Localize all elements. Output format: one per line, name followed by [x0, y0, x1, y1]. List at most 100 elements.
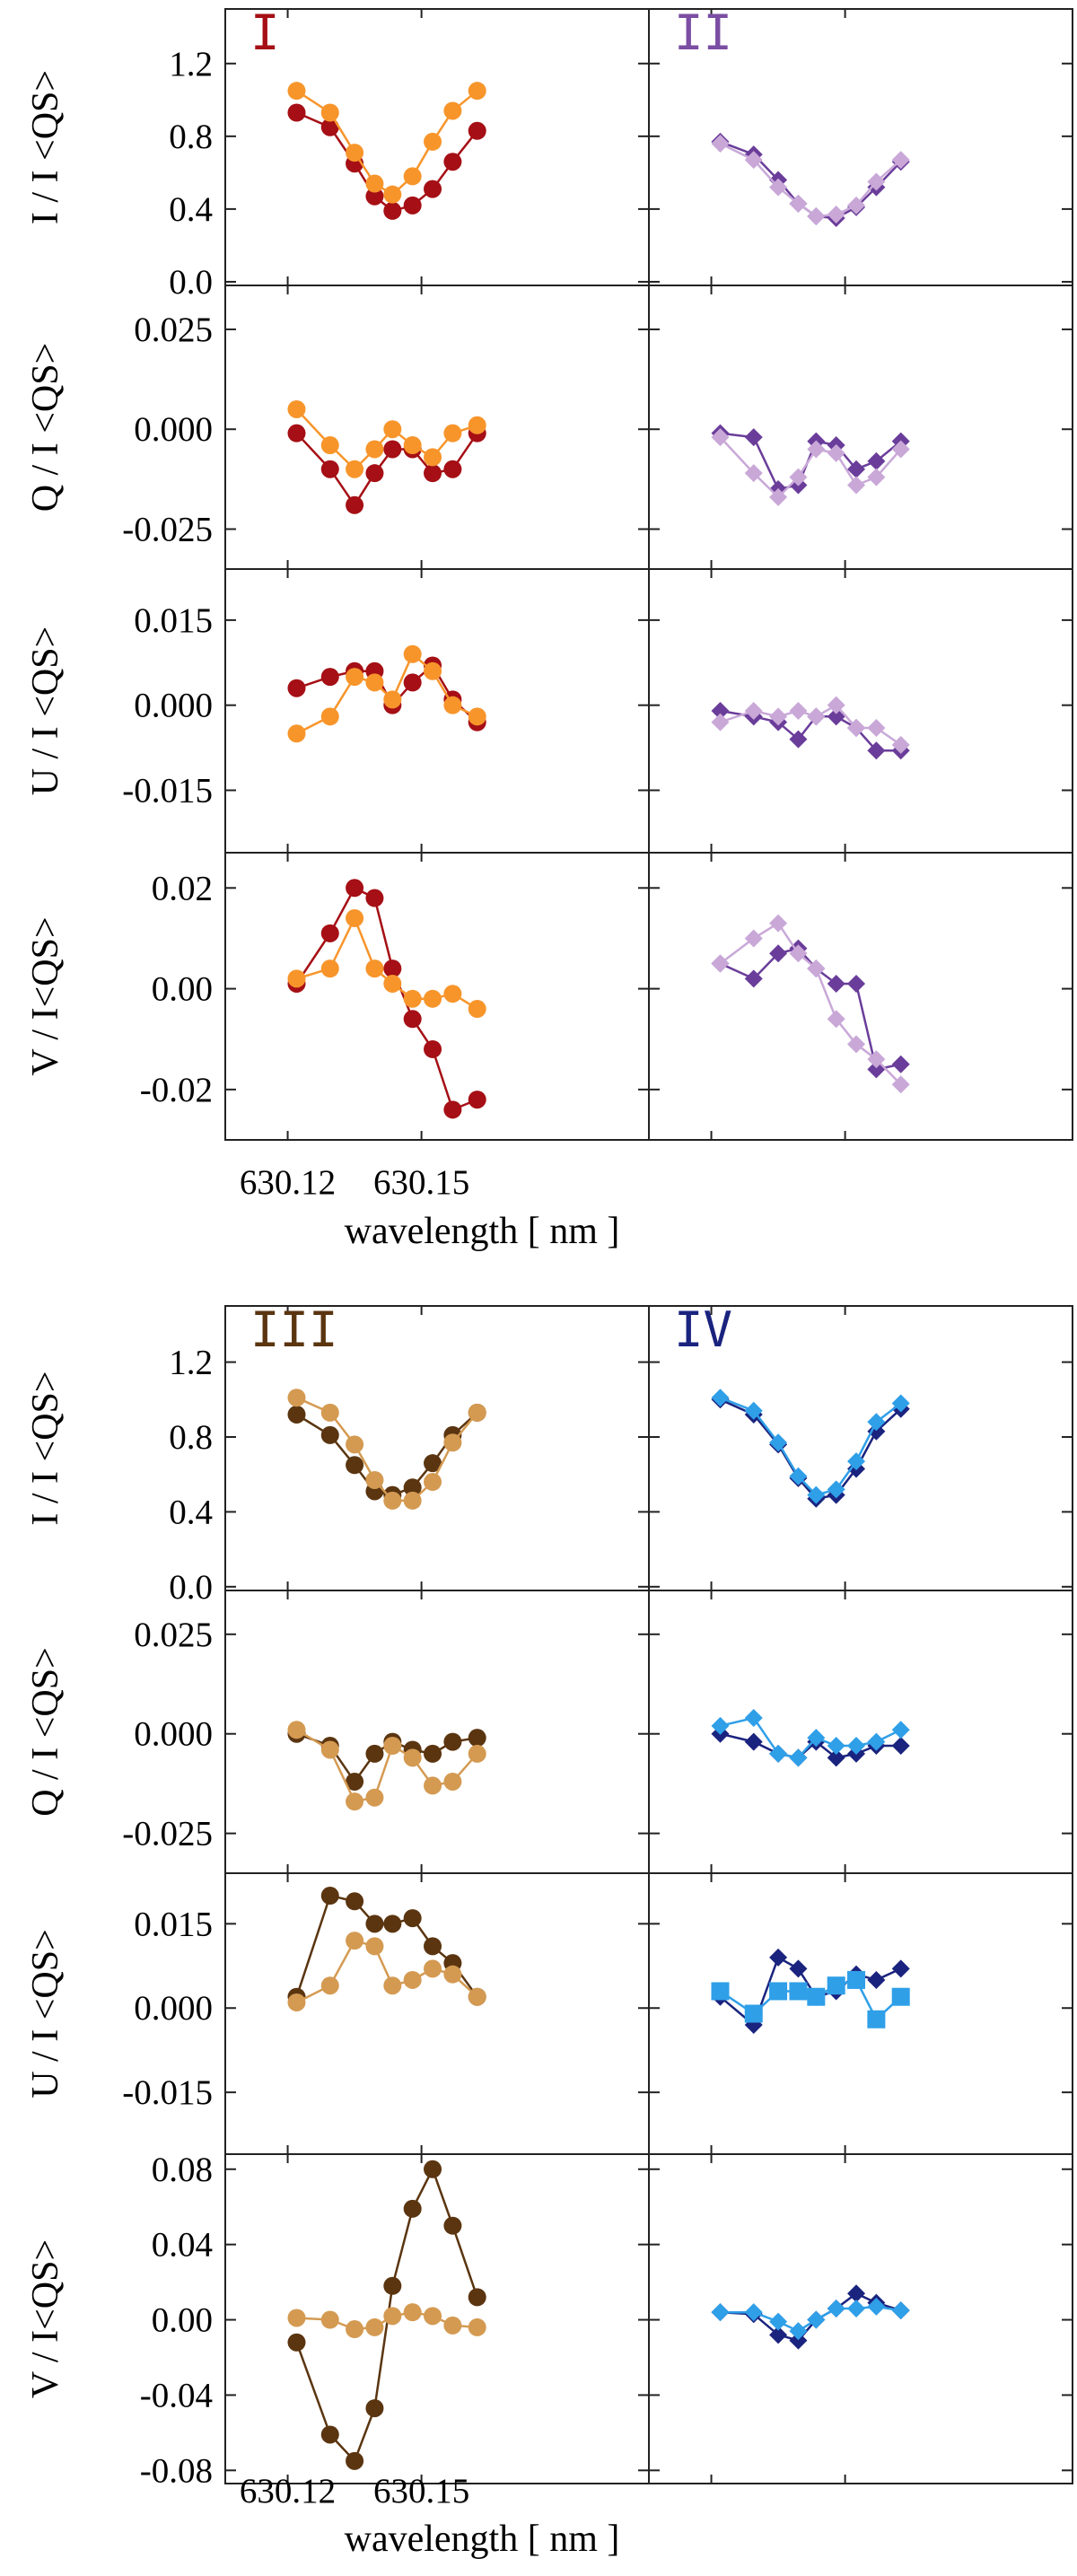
data-point-light	[744, 2004, 763, 2023]
panel-I: 0.0 0.4 0.8 1.2 I / I <QS> -0.025 0.000 0.025 Q …	[25, 4, 650, 1141]
y-tick-label: 0.0	[169, 1568, 213, 1607]
data-point-light	[320, 1976, 339, 1995]
y-tick-label: 0.02	[152, 869, 213, 907]
data-point-light	[827, 1737, 845, 1756]
data-point-light	[847, 476, 866, 495]
data-point-light	[346, 1932, 364, 1950]
data-point-light	[468, 1000, 486, 1019]
y-tick-label: 0.000	[134, 410, 213, 449]
data-point-light	[468, 1403, 486, 1422]
data-point-light	[346, 144, 364, 162]
y-axis-label: I / I <QS>	[25, 70, 66, 224]
data-point-light	[468, 82, 486, 101]
data-point-dark	[320, 1887, 339, 1906]
data-point-dark	[867, 1422, 886, 1441]
y-tick-label: 0.4	[169, 1493, 213, 1531]
data-point-dark	[403, 1010, 422, 1029]
data-point-light	[847, 196, 866, 215]
series-line-dark	[295, 1411, 478, 1496]
data-point-dark	[365, 889, 384, 907]
y-axis-label: U / I <QS>	[25, 626, 66, 796]
data-point-light	[443, 1772, 462, 1791]
data-point-light	[827, 1976, 845, 1995]
data-point-light	[287, 1721, 306, 1739]
data-point-dark	[403, 1909, 422, 1928]
data-point-dark	[424, 1039, 442, 1058]
data-point-light	[789, 2322, 808, 2341]
data-point-light	[827, 205, 845, 223]
data-point-dark	[320, 118, 339, 136]
data-point-light	[365, 2318, 384, 2336]
data-point-light	[346, 1435, 364, 1454]
y-tick-label: 1.2	[169, 45, 213, 83]
data-point-light	[424, 448, 442, 467]
data-point-light	[867, 1050, 886, 1069]
data-point-light	[320, 103, 339, 122]
data-point-light	[711, 1389, 730, 1407]
plot-frame	[648, 852, 1073, 1141]
data-point-light	[443, 696, 462, 714]
data-point-light	[424, 989, 442, 1008]
x-tick-label: 630.12	[240, 2472, 336, 2510]
data-point-light	[424, 662, 442, 680]
data-point-dark	[287, 2333, 306, 2352]
y-tick-label: 0.000	[134, 1989, 213, 2028]
y-tick-label: -0.025	[122, 1815, 213, 1853]
data-point-light	[867, 2297, 886, 2316]
data-point-light	[769, 487, 788, 506]
data-point-dark	[744, 428, 763, 447]
panel-label: II	[674, 4, 732, 61]
data-point-light	[383, 2307, 402, 2326]
data-point-light	[711, 428, 730, 447]
data-point-dark	[443, 460, 462, 478]
data-point-light	[711, 2303, 730, 2322]
data-point-dark	[468, 1729, 486, 1748]
data-point-light	[287, 724, 306, 743]
data-point-dark	[383, 1914, 402, 1933]
data-point-light	[424, 1473, 442, 1492]
data-point-dark	[383, 959, 402, 978]
panel-group-2: 0.0 0.4 0.8 1.2 I / I <QS> -0.025 0.000 0.025 Q …	[25, 1301, 1073, 2560]
data-point-light	[744, 464, 763, 483]
data-point-dark	[424, 1454, 442, 1473]
y-tick-label: -0.015	[122, 2073, 213, 2112]
data-point-light	[365, 1788, 384, 1807]
y-axis-label: I / I <QS>	[25, 1371, 66, 1525]
data-point-light	[320, 707, 339, 726]
plot-frame	[224, 568, 650, 854]
data-point-dark	[827, 1748, 845, 1767]
data-point-light	[287, 2309, 306, 2327]
data-point-light	[468, 2318, 486, 2336]
x-axis-label: wavelength [ nm ]	[345, 1211, 620, 1252]
y-tick-label: 0.015	[134, 601, 213, 640]
data-point-dark	[365, 187, 384, 206]
y-tick-label: -0.025	[122, 510, 213, 548]
plot-frame	[224, 1872, 650, 2155]
data-point-light	[365, 1937, 384, 1956]
y-tick-label: 0.00	[152, 2301, 213, 2340]
data-point-dark	[847, 460, 866, 478]
data-point-light	[468, 707, 486, 726]
data-point-dark	[346, 2451, 364, 2470]
data-point-light	[891, 1721, 910, 1739]
data-point-dark	[744, 969, 763, 988]
data-point-light	[867, 1413, 886, 1432]
data-point-light	[744, 1401, 763, 1420]
data-point-dark	[365, 2399, 384, 2418]
y-tick-label: 0.4	[169, 190, 213, 229]
panel-label: III	[250, 1301, 338, 1358]
data-point-light	[744, 702, 763, 720]
data-point-dark	[403, 196, 422, 215]
data-point-light	[867, 1732, 886, 1751]
data-point-light	[807, 1729, 826, 1748]
data-point-dark	[365, 464, 384, 483]
data-point-dark	[287, 679, 306, 697]
data-point-dark	[320, 2425, 339, 2444]
data-point-dark	[287, 424, 306, 442]
data-point-dark	[468, 121, 486, 140]
data-point-dark	[789, 730, 808, 749]
data-point-light	[891, 1987, 910, 2006]
data-point-light	[847, 1035, 866, 1054]
data-point-dark	[789, 1959, 808, 1978]
data-point-light	[403, 1748, 422, 1767]
